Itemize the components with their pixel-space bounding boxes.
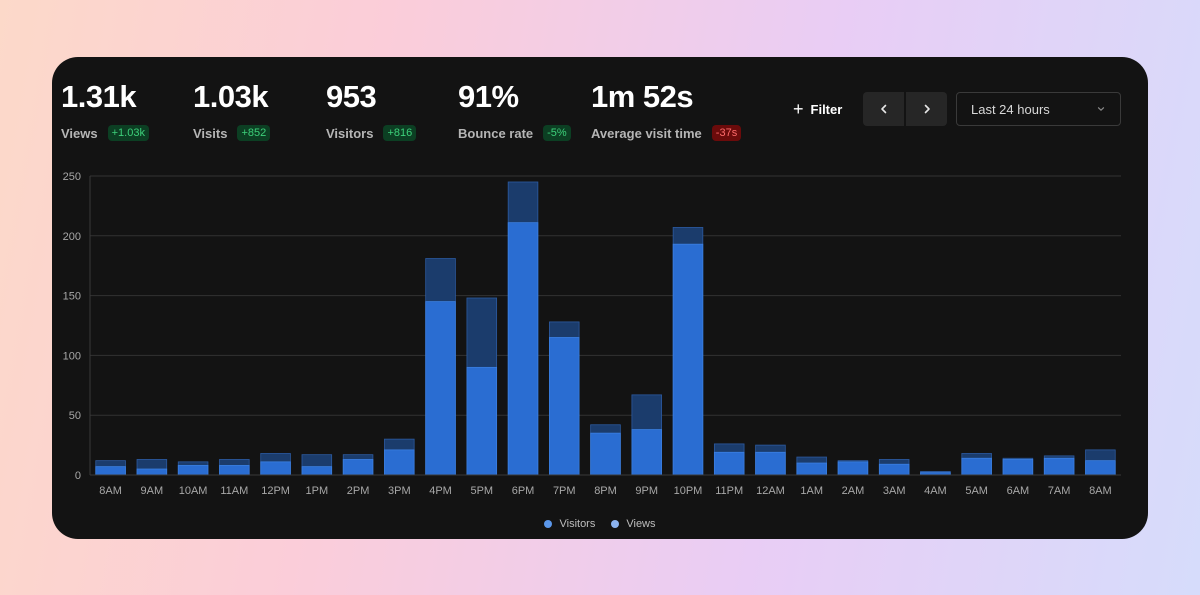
bar-visitors <box>713 451 745 476</box>
x-tick-label: 12AM <box>756 485 785 497</box>
x-tick-label: 2PM <box>347 485 370 497</box>
x-tick-label: 7AM <box>1048 485 1071 497</box>
stat-label: Visitors <box>326 125 374 141</box>
chevron-left-icon <box>880 104 886 114</box>
y-tick-label: 50 <box>69 410 81 422</box>
change-badge: +1.03k <box>107 125 149 141</box>
x-tick-label: 9AM <box>141 485 164 497</box>
next-period-button[interactable] <box>904 92 947 126</box>
analytics-card: 1.31k Views +1.03k 1.03k Visits +852 953… <box>52 57 1148 539</box>
bar-visitors <box>301 466 333 476</box>
bar-visitors <box>384 449 415 476</box>
y-tick-label: 0 <box>75 470 81 482</box>
stat-label: Views <box>61 125 98 141</box>
x-tick-label: 11AM <box>220 485 248 497</box>
bar-visitors <box>342 459 374 476</box>
y-tick-label: 150 <box>63 291 81 303</box>
filter-button[interactable]: + Filter <box>785 93 850 125</box>
x-tick-label: 11PM <box>715 485 743 497</box>
legend-label: Views <box>626 518 656 530</box>
bar-visitors <box>631 429 662 476</box>
bar-visitors <box>507 222 539 476</box>
bar-visitors <box>219 465 250 476</box>
stat-visitors: 953 Visitors +816 <box>326 79 417 141</box>
x-tick-label: 1AM <box>800 485 823 497</box>
x-tick-label: 10PM <box>674 485 703 497</box>
x-tick-label: 8PM <box>594 485 617 497</box>
x-tick-label: 2AM <box>842 485 865 497</box>
date-range-select[interactable]: Last 24 hours <box>956 92 1121 126</box>
chart-legend: Visitors Views <box>52 518 1148 530</box>
bar-visitors <box>466 366 498 476</box>
x-tick-label: 1PM <box>306 485 329 497</box>
stat-value: 91% <box>458 79 519 114</box>
legend-dot <box>544 520 553 528</box>
date-range-value: Last 24 hours <box>971 101 1050 117</box>
bar-visitors <box>95 466 126 476</box>
bar-visitors <box>961 457 992 476</box>
y-tick-label: 250 <box>63 171 81 183</box>
stat-average-visit-time: 1m 52s Average visit time -37s <box>591 79 742 141</box>
x-tick-label: 8AM <box>99 485 122 497</box>
x-tick-label: 3PM <box>388 485 411 497</box>
x-tick-label: 3AM <box>883 485 906 497</box>
x-tick-label: 9PM <box>635 485 658 497</box>
bar-visitors <box>1085 460 1116 476</box>
x-tick-label: 5PM <box>470 485 493 497</box>
x-tick-label: 5AM <box>965 485 988 497</box>
change-badge: +816 <box>383 125 417 141</box>
stat-value: 953 <box>326 79 377 114</box>
x-tick-label: 7PM <box>553 485 576 497</box>
bar-visitors <box>590 432 621 476</box>
previous-period-button[interactable] <box>863 92 904 126</box>
stat-value: 1.31k <box>61 79 137 114</box>
stat-views: 1.31k Views +1.03k <box>61 79 149 141</box>
plus-icon: + <box>793 99 804 119</box>
bar-visitors <box>549 337 580 476</box>
x-tick-label: 4AM <box>924 485 947 497</box>
stat-value: 1.03k <box>193 79 269 114</box>
bar-visitors <box>136 468 168 476</box>
bar-visitors <box>672 243 704 476</box>
stat-bounce-rate: 91% Bounce rate -5% <box>458 79 571 141</box>
x-tick-label: 4PM <box>429 485 452 497</box>
chevron-down-icon <box>1097 107 1105 111</box>
filter-label: Filter <box>810 101 843 117</box>
stat-label: Bounce rate <box>458 125 534 141</box>
chevron-right-icon <box>924 104 930 114</box>
change-badge: +852 <box>237 125 271 141</box>
legend-dot <box>611 520 620 528</box>
bar-visitors <box>878 463 910 476</box>
bar-visitors <box>425 301 456 476</box>
y-tick-label: 100 <box>63 350 81 362</box>
bar-visitors <box>177 465 209 476</box>
stat-visits: 1.03k Visits +852 <box>193 79 271 141</box>
bar-visitors <box>796 462 827 476</box>
change-badge: -37s <box>711 125 742 141</box>
change-badge: -5% <box>543 125 571 141</box>
stat-label: Visits <box>193 125 228 141</box>
legend-label: Visitors <box>559 518 596 530</box>
stat-label: Average visit time <box>591 125 702 141</box>
x-tick-label: 10AM <box>179 485 208 497</box>
bar-visitors <box>1043 457 1075 476</box>
bar-visitors <box>260 461 291 476</box>
bar-visitors <box>1002 459 1034 476</box>
legend-item-visitors[interactable]: Visitors <box>544 518 595 530</box>
bar-visitors <box>837 461 869 476</box>
bar-chart: 0 50 100 150 200 250 8AM 9AM 10AM 11AM 12PM 1PM 2PM 3… <box>63 171 1121 497</box>
date-nav <box>863 92 947 126</box>
bar-visitors <box>755 451 786 476</box>
x-tick-label: 12PM <box>261 485 290 497</box>
stat-value: 1m 52s <box>591 79 694 114</box>
legend-item-views[interactable]: Views <box>611 518 656 530</box>
x-tick-label: 6PM <box>512 485 535 497</box>
x-tick-label: 8AM <box>1089 485 1112 497</box>
y-tick-label: 200 <box>63 231 81 243</box>
x-tick-label: 6AM <box>1007 485 1030 497</box>
